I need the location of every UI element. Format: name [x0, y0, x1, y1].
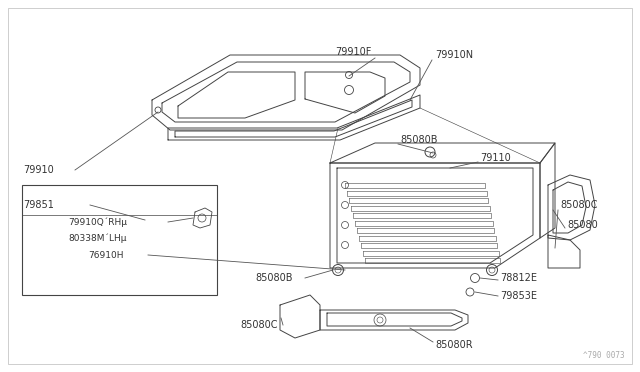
Text: 79851: 79851	[23, 200, 54, 210]
Text: 79910N: 79910N	[435, 50, 473, 60]
Text: 80338M´LHµ: 80338M´LHµ	[68, 233, 127, 243]
Text: 85080B: 85080B	[400, 135, 438, 145]
Text: 85080C: 85080C	[240, 320, 278, 330]
Text: 85080C: 85080C	[560, 200, 598, 210]
Text: 85080B: 85080B	[255, 273, 292, 283]
Text: 79910Q´RHµ: 79910Q´RHµ	[68, 217, 127, 227]
Text: 79110: 79110	[480, 153, 511, 163]
Text: 76910H: 76910H	[88, 250, 124, 260]
Text: 85080R: 85080R	[435, 340, 472, 350]
Text: 79910F: 79910F	[335, 47, 371, 57]
Text: 79910: 79910	[23, 165, 54, 175]
Text: 78812E: 78812E	[500, 273, 537, 283]
Text: ^790 0073: ^790 0073	[584, 351, 625, 360]
Text: 85080: 85080	[567, 220, 598, 230]
Text: 79853E: 79853E	[500, 291, 537, 301]
Bar	[22, 185, 217, 295]
